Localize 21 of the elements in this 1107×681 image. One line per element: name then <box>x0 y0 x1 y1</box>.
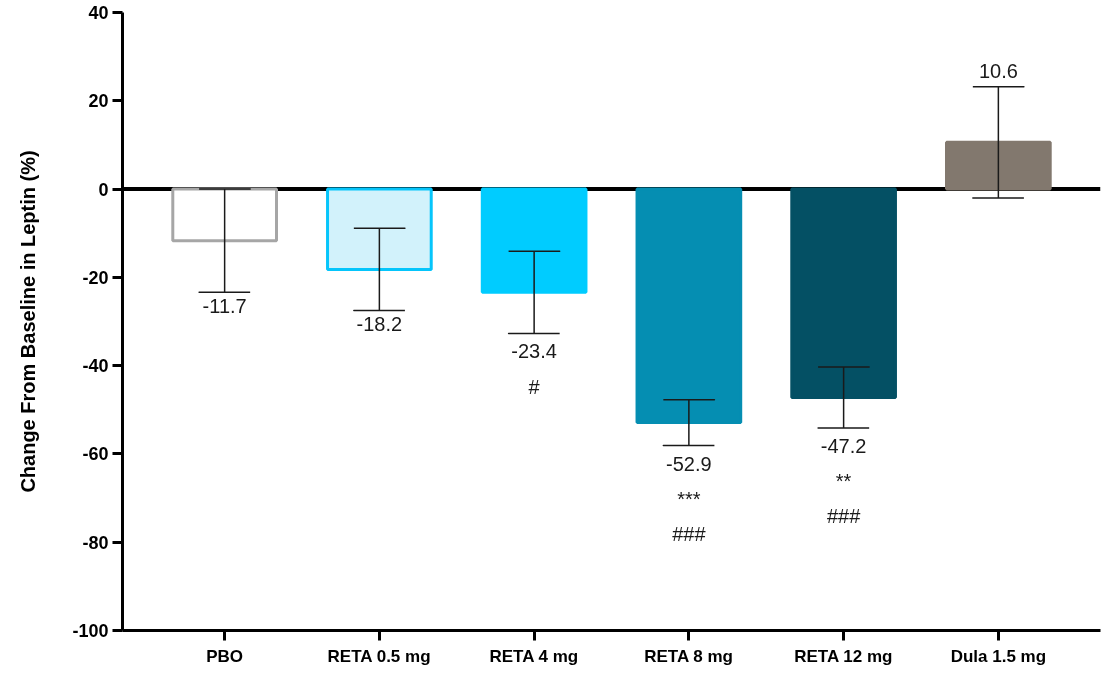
data-label: 10.6 <box>978 59 1018 82</box>
data-label: -11.7 <box>202 295 247 318</box>
y-tick-label: 20 <box>88 91 109 112</box>
x-tick-label: RETA 12 mg <box>794 646 893 666</box>
data-label: -18.2 <box>356 313 403 336</box>
y-tick-label: -40 <box>82 356 109 377</box>
y-tick-label: -20 <box>82 267 109 288</box>
x-tick-label: PBO <box>206 646 244 666</box>
data-label: -52.9 *** ### <box>666 452 712 545</box>
x-tick-label: Dula 1.5 mg <box>950 646 1047 666</box>
y-tick-label: -60 <box>82 444 109 465</box>
x-tick-label: RETA 8 mg <box>644 646 733 666</box>
y-tick-label: -80 <box>82 532 109 553</box>
y-tick-label: 40 <box>88 3 109 23</box>
x-tick-label: RETA 0.5 mg <box>327 646 431 666</box>
y-tick-label: 0 <box>98 179 109 200</box>
y-tick-label: -100 <box>72 621 109 641</box>
data-label: -23.4 # <box>511 340 557 398</box>
x-tick-label: RETA 4 mg <box>489 646 579 666</box>
data-label: -47.2 ** ### <box>820 434 867 528</box>
y-axis-title: Change From Baseline in Leptin (%) <box>17 150 40 493</box>
